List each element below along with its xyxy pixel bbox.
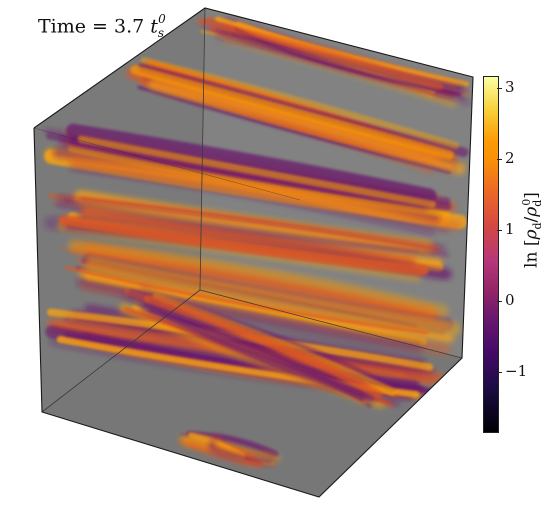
filament-streak [208, 439, 275, 466]
colorbar-title-slash: / [521, 216, 542, 223]
filament-streak [68, 240, 450, 317]
colorbar-title: ln [ρd/ρd0] [520, 185, 544, 275]
colorbar [483, 76, 499, 433]
filament-streak [65, 123, 437, 203]
colorbar-title-sup2: 0 [520, 198, 533, 206]
colorbar-title-var2: ρ [521, 206, 542, 217]
colorbar-title-var: ρ [521, 229, 542, 240]
cube-edge-back-vertical [199, 7, 206, 291]
density-filaments [43, 15, 471, 467]
time-variable: t [150, 15, 158, 38]
filament-streak [77, 135, 436, 208]
colorbar-tick-mark [497, 300, 502, 302]
time-prefix: Time = 3.7 [38, 15, 151, 38]
time-subscript: s [157, 26, 165, 41]
colorbar-title-suffix: ] [521, 192, 542, 199]
cube-edge-outline [33, 7, 474, 498]
colorbar-tick-label: 0 [505, 290, 515, 309]
colorbar-tick-mark [497, 371, 502, 373]
colorbar-title-prefix: ln [ [521, 239, 542, 268]
colorbar-tick-label: 3 [505, 77, 515, 96]
colorbar-tick-mark [497, 229, 502, 231]
filament-streak [147, 78, 466, 175]
filament-streak [65, 266, 429, 335]
cube-edge-back-floor-right [199, 289, 463, 359]
time-superscript: 0 [158, 12, 166, 26]
filament-streak [57, 195, 446, 250]
colorbar-tick-label: 1 [505, 219, 515, 238]
colorbar-title-sub: d [531, 222, 545, 230]
colorbar-tick-label: −1 [505, 361, 528, 380]
colorbar-tick-label: 2 [505, 148, 515, 167]
filament-streak [141, 306, 400, 406]
cube-edge-front-top [33, 127, 301, 201]
colorbar-tick-mark [497, 87, 502, 89]
filament-streak [130, 65, 455, 160]
filament-streak [143, 294, 382, 399]
colorbar-tick-mark [497, 158, 502, 160]
cube-edge-back-floor-left [41, 289, 201, 413]
filament-streak [79, 206, 416, 265]
filament-streak [85, 256, 461, 336]
filament-streak [58, 214, 429, 276]
filament-streak [69, 165, 435, 236]
cube-edges [33, 7, 474, 498]
time-annotation: Time = 3.7 ts0 [38, 12, 166, 41]
filament-streak [196, 17, 444, 90]
filament-streak [140, 57, 460, 149]
